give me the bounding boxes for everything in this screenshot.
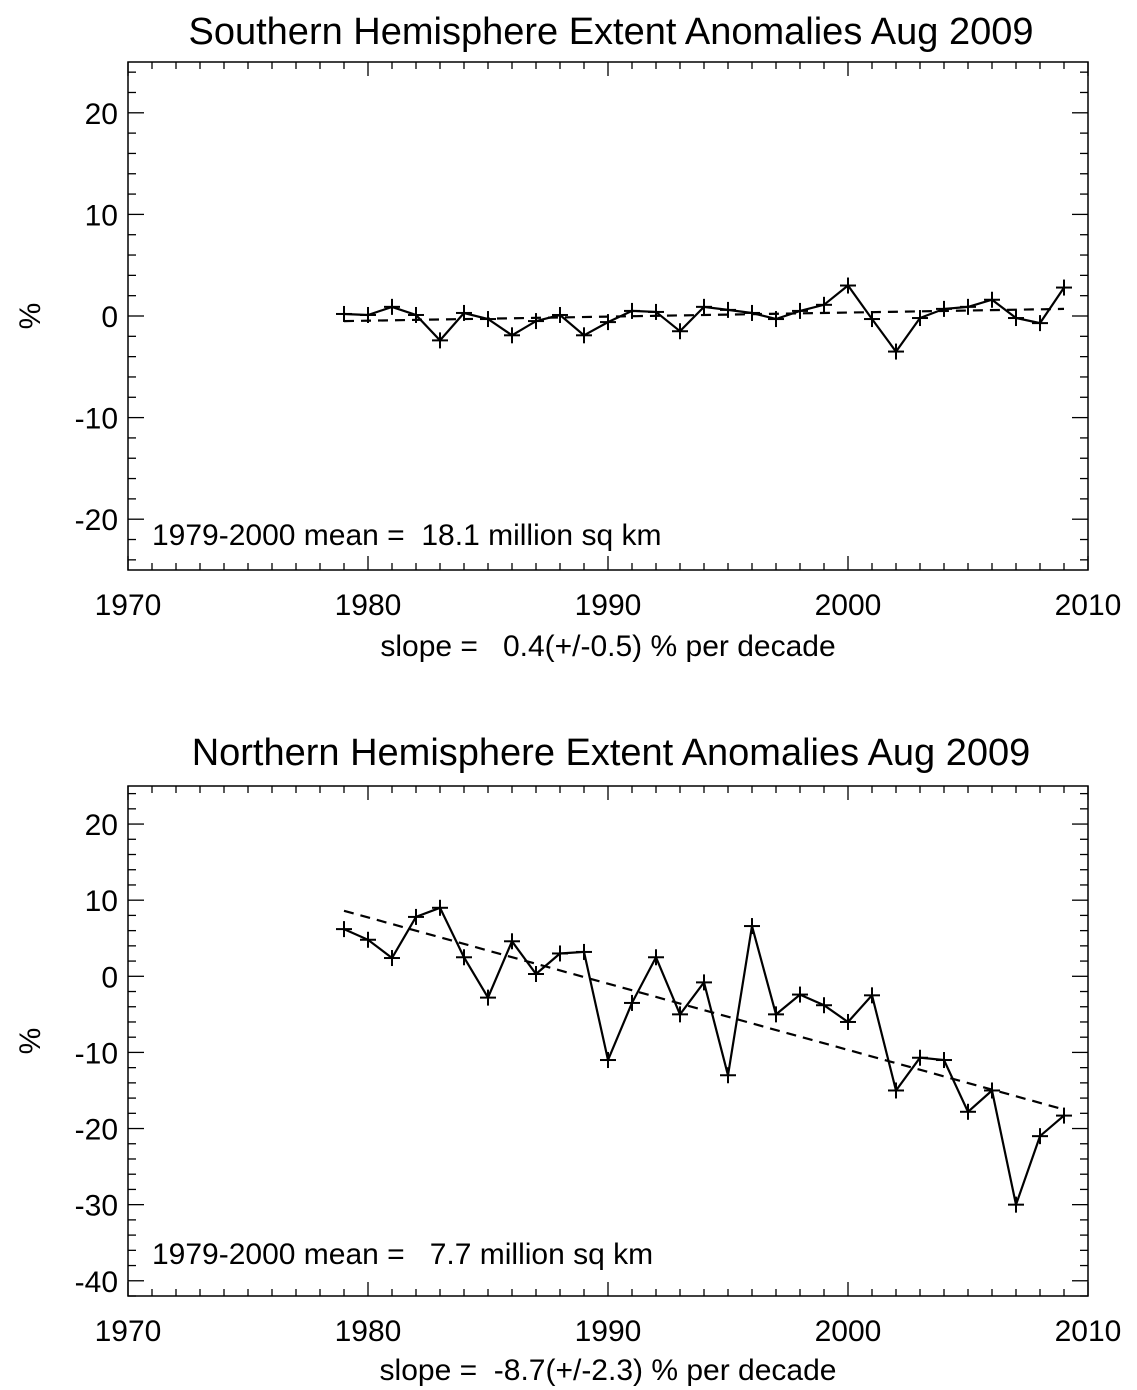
- data-point: [816, 997, 832, 1014]
- x-tick-label: 2010: [1055, 1315, 1122, 1348]
- data-point: [912, 1049, 928, 1066]
- y-tick-label: 20: [85, 809, 118, 842]
- slope-annotation: slope = -8.7(+/-2.3) % per decade: [380, 1354, 837, 1387]
- data-point: [1008, 1196, 1024, 1213]
- data-point: [744, 918, 760, 935]
- data-point: [864, 987, 880, 1004]
- data-point: [648, 303, 664, 320]
- data-point: [960, 1103, 976, 1120]
- data-point: [456, 949, 472, 966]
- data-point: [384, 298, 400, 315]
- data-point: [480, 989, 496, 1006]
- data-point: [912, 310, 928, 327]
- data-point: [792, 986, 808, 1003]
- y-tick-label: 10: [85, 199, 118, 232]
- data-point: [960, 298, 976, 315]
- y-tick-label: -20: [75, 1114, 118, 1147]
- y-tick-label: 0: [101, 961, 118, 994]
- y-tick-label: 10: [85, 885, 118, 918]
- y-tick-label: 20: [85, 98, 118, 131]
- y-tick-label: -20: [75, 504, 118, 537]
- data-point: [768, 1006, 784, 1023]
- data-point: [1008, 310, 1024, 327]
- data-point: [864, 311, 880, 328]
- anomaly-line: [343, 906, 1065, 1209]
- trend-line: [343, 307, 1065, 323]
- data-point: [840, 277, 856, 294]
- chart-panel-2: Northern Hemisphere Extent Anomalies Aug…: [14, 732, 1121, 1387]
- data-point: [528, 966, 544, 983]
- data-point: [504, 933, 520, 950]
- data-point: [696, 298, 712, 315]
- data-point: [576, 327, 592, 344]
- data-point: [744, 304, 760, 321]
- data-point: [1056, 1107, 1072, 1124]
- chart-title: Northern Hemisphere Extent Anomalies Aug…: [192, 732, 1031, 774]
- x-tick-label: 1990: [575, 1315, 642, 1348]
- data-point: [840, 1013, 856, 1030]
- data-point: [624, 994, 640, 1011]
- data-point: [336, 305, 352, 322]
- y-tick-label: -40: [75, 1266, 118, 1299]
- x-tick-label: 1990: [575, 589, 642, 622]
- data-point: [600, 1052, 616, 1069]
- data-point: [552, 306, 568, 323]
- data-point: [432, 899, 448, 916]
- x-tick-label: 2010: [1055, 589, 1122, 622]
- chart-panel-1: Southern Hemisphere Extent Anomalies Aug…: [14, 11, 1121, 663]
- data-point: [888, 1082, 904, 1099]
- trend-line: [343, 909, 1065, 1111]
- data-point: [1056, 279, 1072, 296]
- y-axis-label: %: [14, 303, 47, 330]
- x-tick-label: 2000: [815, 589, 882, 622]
- data-point: [624, 302, 640, 319]
- chart-title: Southern Hemisphere Extent Anomalies Aug…: [189, 11, 1034, 53]
- data-point: [528, 313, 544, 330]
- x-tick-label: 2000: [815, 1315, 882, 1348]
- data-point: [336, 921, 352, 938]
- data-point: [816, 296, 832, 313]
- y-axis-label: %: [14, 1028, 47, 1055]
- mean-annotation: 1979-2000 mean = 7.7 million sq km: [152, 1238, 653, 1271]
- y-tick-label: -10: [75, 403, 118, 436]
- data-point: [1032, 315, 1048, 332]
- data-point: [648, 949, 664, 966]
- x-tick-label: 1970: [95, 589, 162, 622]
- data-point: [936, 1052, 952, 1069]
- data-point: [576, 943, 592, 960]
- data-point: [696, 974, 712, 991]
- data-point: [408, 908, 424, 925]
- data-point: [360, 931, 376, 948]
- data-point: [720, 301, 736, 318]
- plot-frame: [127, 785, 1089, 1297]
- data-point: [384, 950, 400, 967]
- x-tick-label: 1980: [335, 589, 402, 622]
- y-tick-label: -10: [75, 1037, 118, 1070]
- data-point: [792, 302, 808, 319]
- data-point: [984, 291, 1000, 308]
- y-tick-label: 0: [101, 301, 118, 334]
- data-point: [888, 343, 904, 360]
- x-tick-label: 1980: [335, 1315, 402, 1348]
- x-tick-label: 1970: [95, 1315, 162, 1348]
- data-point: [552, 945, 568, 962]
- mean-annotation: 1979-2000 mean = 18.1 million sq km: [152, 519, 661, 552]
- data-point: [720, 1067, 736, 1084]
- data-point: [672, 1006, 688, 1023]
- data-point: [1032, 1128, 1048, 1145]
- data-point: [936, 300, 952, 317]
- slope-annotation: slope = 0.4(+/-0.5) % per decade: [380, 630, 835, 663]
- y-tick-label: -30: [75, 1190, 118, 1223]
- data-point: [504, 327, 520, 344]
- data-point: [672, 323, 688, 340]
- data-point: [432, 332, 448, 349]
